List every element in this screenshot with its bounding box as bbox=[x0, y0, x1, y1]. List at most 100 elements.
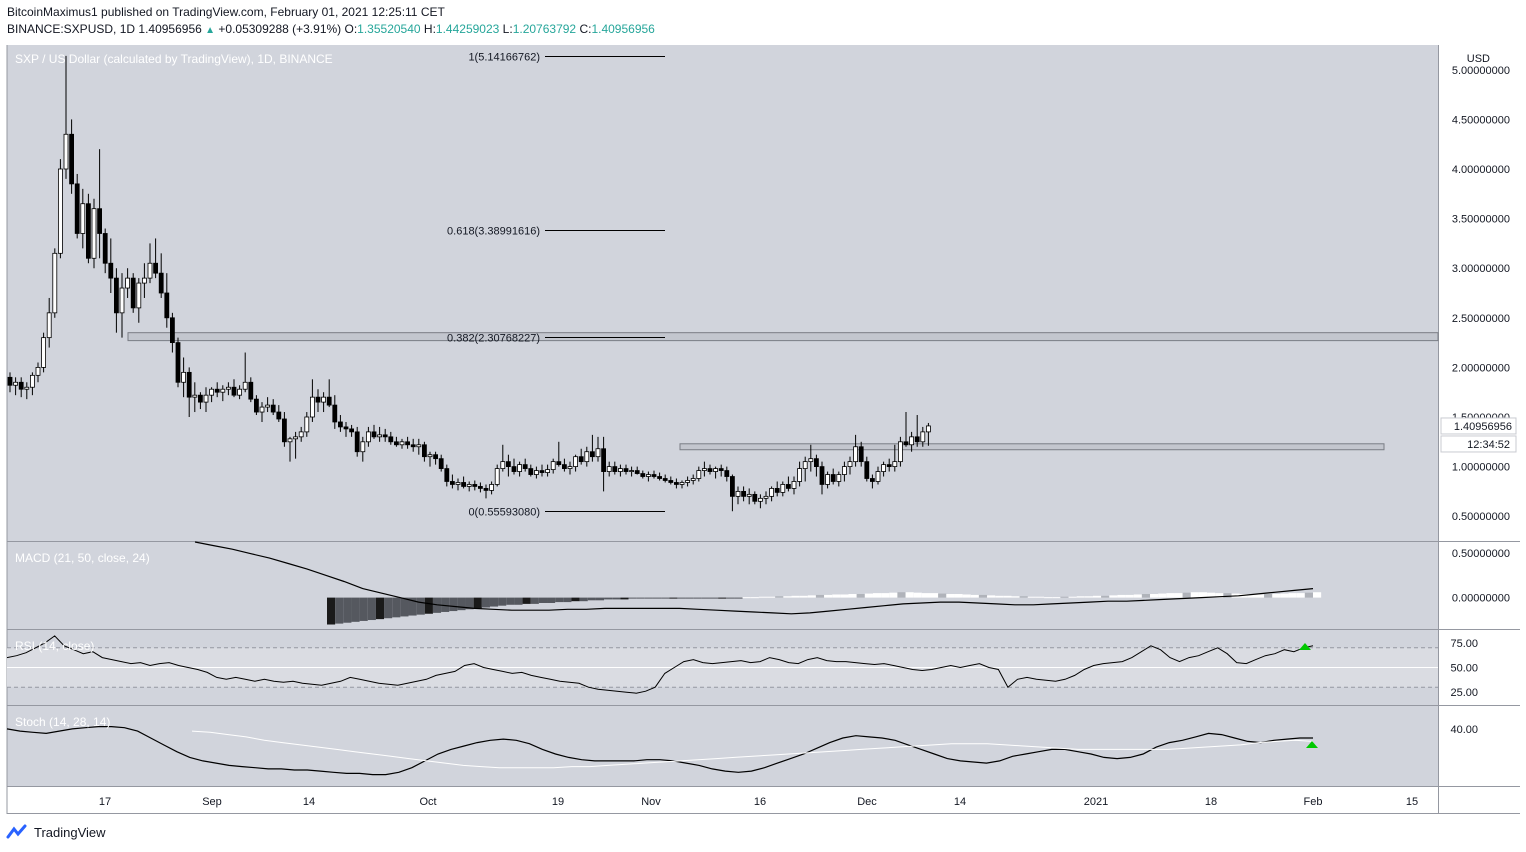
candle-body bbox=[41, 337, 46, 368]
macd-histogram-bar bbox=[807, 595, 816, 598]
pane-background-1 bbox=[7, 542, 1438, 629]
macd-histogram-bar bbox=[1247, 594, 1256, 598]
macd-histogram-bar bbox=[962, 594, 971, 598]
candle-body bbox=[438, 458, 444, 469]
candle-body bbox=[898, 441, 903, 463]
macd-histogram-bar bbox=[832, 594, 841, 598]
macd-histogram-bar bbox=[1125, 594, 1134, 598]
candle-body bbox=[147, 262, 153, 279]
candle-body bbox=[130, 277, 136, 309]
high-value: 1.44259023 bbox=[435, 22, 500, 36]
macd-histogram-bar bbox=[921, 593, 931, 598]
time-tick-label: 19 bbox=[552, 796, 564, 808]
macd-histogram-bar bbox=[547, 597, 556, 603]
candle-body bbox=[321, 396, 327, 403]
macd-histogram-bar bbox=[522, 597, 531, 604]
price-change: +0.05309288 (+3.91%) bbox=[218, 22, 342, 36]
candle-body bbox=[489, 484, 495, 491]
macd-histogram-bar bbox=[327, 597, 336, 625]
macd-histogram-bar bbox=[620, 597, 629, 600]
macd-histogram-bar bbox=[1166, 593, 1175, 598]
candle-body bbox=[80, 203, 86, 234]
candle-body bbox=[237, 388, 243, 396]
candle-body bbox=[668, 480, 674, 483]
price-tick-label: 3.00000000 bbox=[1452, 263, 1510, 275]
candle-body bbox=[214, 388, 220, 393]
time-tick-label: 16 bbox=[754, 796, 766, 808]
macd-histogram-bar bbox=[465, 597, 474, 610]
candle-body bbox=[102, 233, 108, 264]
candle-body bbox=[713, 468, 718, 472]
macd-histogram-bar bbox=[1052, 597, 1061, 599]
candle-body bbox=[108, 262, 114, 279]
candle-body bbox=[646, 474, 651, 477]
macd-histogram-bar bbox=[970, 594, 979, 598]
candle-body bbox=[119, 287, 125, 314]
price-tick-label: 2.50000000 bbox=[1452, 313, 1510, 325]
macd-histogram-bar bbox=[1207, 592, 1216, 598]
candle-body bbox=[802, 461, 808, 469]
candle-body bbox=[735, 490, 741, 497]
candle-body bbox=[343, 426, 349, 430]
open-label: O: bbox=[344, 22, 358, 36]
macd-histogram-bar bbox=[701, 597, 710, 599]
macd-histogram-bar bbox=[1198, 592, 1208, 598]
candle-body bbox=[248, 381, 254, 400]
candle-body bbox=[590, 451, 595, 458]
macd-histogram-bar bbox=[400, 597, 409, 617]
candle-body bbox=[819, 466, 825, 485]
candle-body bbox=[718, 468, 724, 471]
macd-histogram-bar bbox=[791, 595, 800, 598]
macd-histogram-bar bbox=[636, 597, 645, 599]
candle-body bbox=[892, 461, 898, 468]
macd-histogram-bar bbox=[1264, 594, 1273, 598]
macd-histogram-bar bbox=[946, 594, 955, 598]
macd-histogram-bar bbox=[995, 595, 1004, 598]
candle-body bbox=[651, 474, 657, 477]
rsi-pane-title: RSI (14, close) bbox=[15, 639, 95, 653]
macd-histogram-bar bbox=[1117, 594, 1126, 598]
candle-body bbox=[203, 394, 209, 403]
candle-body bbox=[573, 456, 578, 467]
candle-body bbox=[926, 425, 931, 433]
last-price-label: 1.40956956 bbox=[1454, 421, 1512, 433]
candle-body bbox=[265, 404, 271, 408]
macd-histogram-bar bbox=[677, 597, 686, 599]
time-tick-label: 14 bbox=[303, 796, 315, 808]
fib-label-0: 1(5.14166762) bbox=[468, 52, 540, 64]
macd-histogram-bar bbox=[514, 597, 523, 605]
candle-body bbox=[797, 468, 802, 482]
author-name[interactable]: BitcoinMaximus1 bbox=[7, 5, 98, 19]
candle-body bbox=[836, 474, 842, 482]
candle-body bbox=[685, 480, 690, 483]
macd-histogram-bar bbox=[1133, 594, 1142, 598]
macd-histogram-bar bbox=[644, 597, 653, 599]
candle-body bbox=[746, 493, 752, 497]
macd-histogram-bar bbox=[652, 597, 662, 599]
macd-histogram-bar bbox=[498, 597, 507, 606]
candle-body bbox=[293, 436, 299, 440]
rsi-signal-triangle bbox=[1299, 643, 1311, 650]
macd-histogram-bar bbox=[563, 597, 572, 603]
candle-body bbox=[455, 482, 461, 485]
macd-histogram-bar bbox=[930, 593, 939, 598]
candle-body bbox=[539, 470, 545, 473]
candle-body bbox=[522, 464, 528, 469]
candle-body bbox=[920, 431, 926, 443]
macd-histogram-bar bbox=[587, 597, 596, 601]
candle-body bbox=[825, 474, 830, 485]
candle-body bbox=[556, 461, 562, 466]
candle-body bbox=[595, 448, 601, 458]
candle-body bbox=[69, 133, 74, 185]
candle-body bbox=[752, 493, 758, 502]
candle-body bbox=[444, 468, 450, 482]
candle-body bbox=[421, 444, 427, 458]
candle-body bbox=[562, 464, 567, 469]
candle-body bbox=[13, 381, 19, 386]
macd-histogram-bar bbox=[1272, 594, 1281, 598]
candle-body bbox=[153, 262, 159, 274]
candle-body bbox=[399, 441, 405, 446]
macd-histogram-bar bbox=[1223, 593, 1232, 598]
brand-name[interactable]: TradingView bbox=[34, 824, 106, 840]
